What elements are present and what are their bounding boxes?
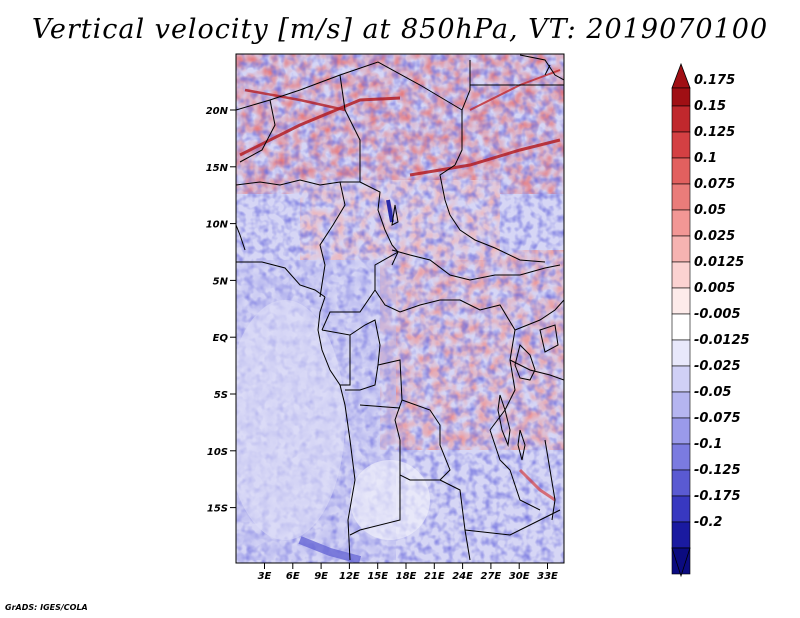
lat-tick-label: 10S	[207, 447, 228, 458]
colorbar-label: -0.05	[694, 385, 731, 400]
colorbar-swatch	[671, 469, 691, 497]
lon-tick-label: 27E	[481, 571, 502, 582]
colorbar-label: -0.005	[694, 307, 741, 322]
colorbar-swatch	[671, 209, 691, 237]
colorbar-swatch	[671, 235, 691, 263]
colorbar-swatch	[671, 521, 691, 549]
colorbar: 0.175 0.15 0.125 0.1 0.075 0.05 0.025 0.0125 0.0…	[671, 62, 750, 578]
lat-tick-label: 20N	[206, 106, 229, 117]
colorbar-label: 0.125	[694, 125, 735, 140]
colorbar-swatch	[671, 131, 691, 159]
lat-tick-label: 10N	[206, 220, 229, 231]
map-frame	[235, 53, 565, 564]
colorbar-label: 0.075	[694, 177, 735, 192]
lon-tick-label: 9E	[314, 571, 328, 582]
colorbar-swatch	[671, 365, 691, 393]
colorbar-swatch	[671, 183, 691, 211]
colorbar-swatch	[671, 391, 691, 419]
colorbar-label: 0.0125	[694, 255, 744, 270]
lat-tick-label: 5N	[213, 276, 229, 287]
lat-tick-label: 5S	[214, 390, 228, 401]
lat-tick-label: 15N	[206, 163, 229, 174]
colorbar-label: 0.025	[694, 229, 735, 244]
colorbar-swatch	[671, 87, 691, 107]
country-borders	[236, 54, 564, 561]
colorbar-swatch	[671, 105, 691, 133]
colorbar-label: -0.175	[694, 489, 741, 504]
colorbar-label: 0.05	[694, 203, 726, 218]
colorbar-swatch	[671, 313, 691, 341]
colorbar-label: 0.15	[694, 99, 726, 114]
lon-tick-label: 24E	[452, 571, 473, 582]
colorbar-swatch	[671, 157, 691, 185]
latitude-axis: 20N 15N 10N 5N EQ 5S 10S 15S	[206, 106, 236, 515]
colorbar-label: 0.1	[694, 151, 717, 166]
colorbar-label: -0.1	[694, 437, 722, 452]
lon-tick-label: 18E	[396, 571, 417, 582]
colorbar-label: -0.075	[694, 411, 741, 426]
colorbar-swatch	[671, 417, 691, 445]
lon-tick-label: 21E	[424, 571, 445, 582]
lon-tick-label: 30E	[509, 571, 530, 582]
colorbar-swatch	[671, 495, 691, 523]
chart-title: Vertical velocity [m/s] at 850hPa, VT: 2…	[31, 14, 769, 45]
colorbar-label: -0.025	[694, 359, 741, 374]
footer-credit: GrADS: IGES/COLA	[5, 603, 88, 612]
colorbar-label: -0.125	[694, 463, 741, 478]
colorbar-swatch	[671, 287, 691, 315]
colorbar-bottom-arrow	[671, 547, 691, 578]
vertical-velocity-field	[236, 54, 564, 563]
lon-tick-label: 3E	[258, 571, 272, 582]
colorbar-swatch	[671, 443, 691, 471]
lon-tick-label: 12E	[339, 571, 360, 582]
colorbar-swatch	[671, 339, 691, 367]
colorbar-label: 0.175	[694, 73, 735, 88]
colorbar-label: -0.0125	[694, 333, 750, 348]
colorbar-swatch	[671, 261, 691, 289]
colorbar-top-arrow	[671, 62, 691, 89]
lat-tick-label: 15S	[207, 504, 228, 515]
lon-tick-label: 15E	[367, 571, 388, 582]
lon-tick-label: 6E	[286, 571, 300, 582]
lat-tick-label: EQ	[213, 333, 229, 344]
lon-tick-label: 33E	[537, 571, 558, 582]
longitude-axis: 3E 6E 9E 12E 15E 18E 21E 24E 27E 30E 33E	[258, 563, 558, 582]
colorbar-label: -0.2	[694, 515, 722, 530]
colorbar-label: 0.005	[694, 281, 735, 296]
